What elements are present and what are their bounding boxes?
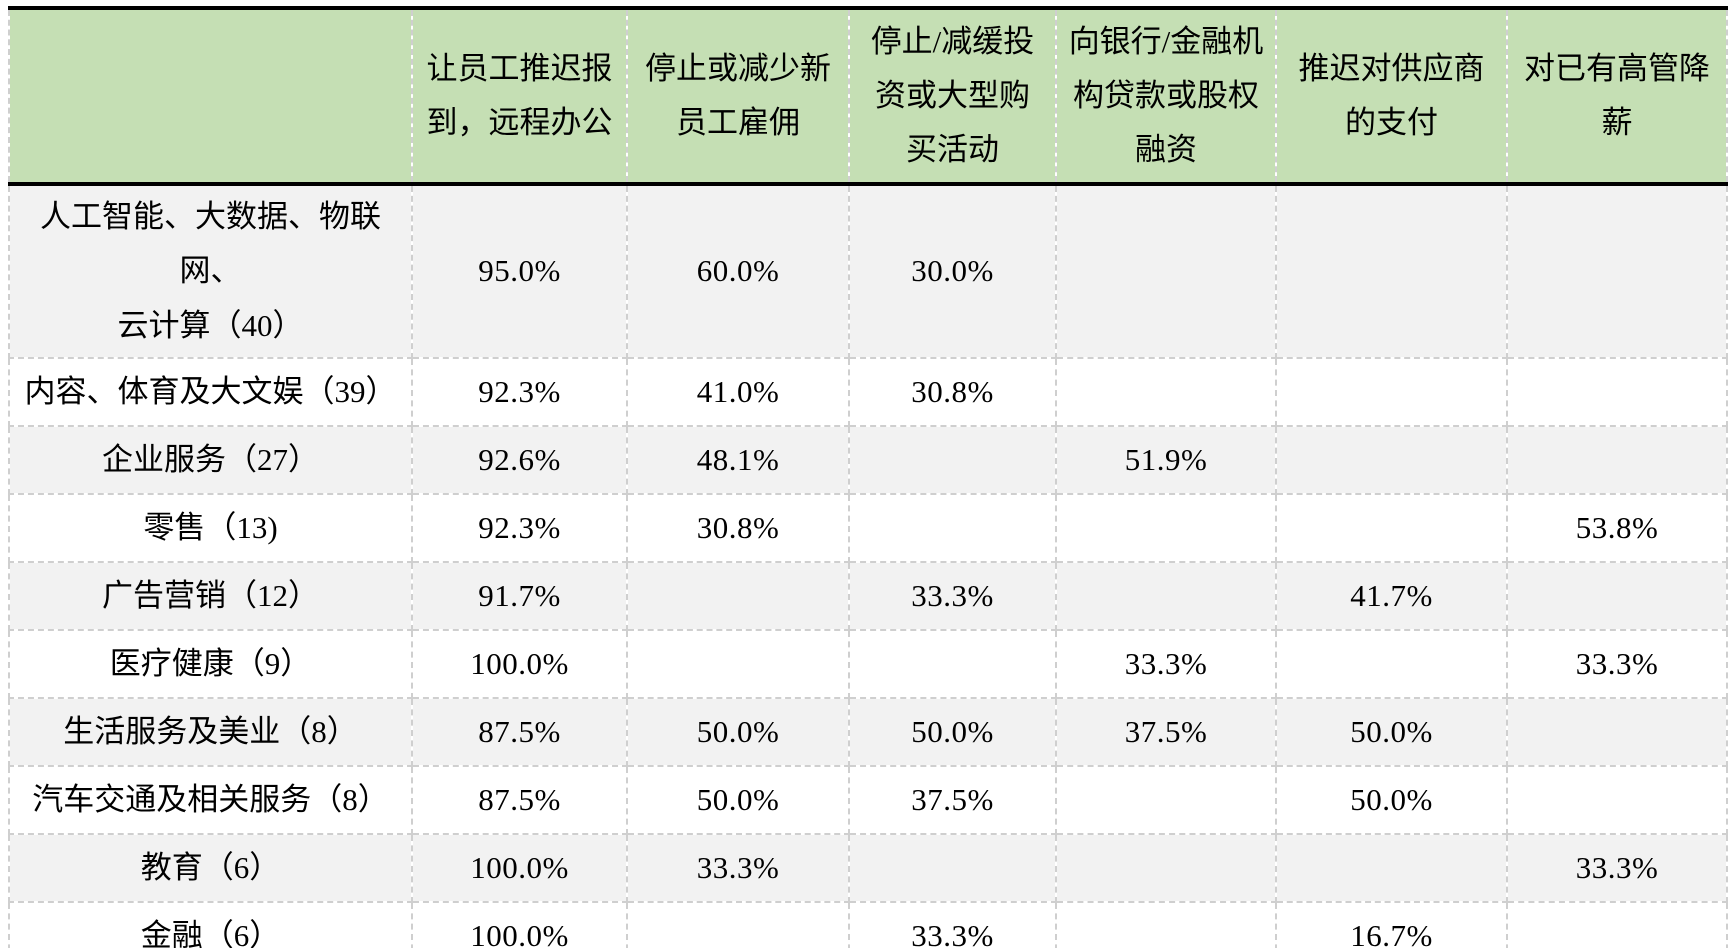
- row-label: 生活服务及美业（8）: [8, 696, 413, 767]
- row-label: 零售（13): [8, 492, 413, 563]
- data-cell: [1275, 628, 1508, 699]
- data-cell: [1055, 900, 1277, 948]
- data-cell: 50.0%: [848, 696, 1057, 767]
- data-cell: 37.5%: [1055, 696, 1277, 767]
- data-cell: 30.8%: [848, 356, 1057, 427]
- data-cell: [848, 424, 1057, 495]
- data-cell: 60.0%: [626, 183, 850, 359]
- data-cell: 50.0%: [1275, 764, 1508, 835]
- data-cell: 30.8%: [626, 492, 850, 563]
- table-row-life-services: 生活服务及美业（8） 87.5% 50.0% 50.0% 37.5% 50.0%: [8, 696, 1728, 767]
- data-cell: 50.0%: [1275, 696, 1508, 767]
- data-cell: 91.7%: [411, 560, 628, 631]
- data-cell: 87.5%: [411, 696, 628, 767]
- data-cell: [626, 560, 850, 631]
- data-cell: [1055, 492, 1277, 563]
- column-header-executive-pay-cut: 对已有高管降 薪: [1506, 8, 1728, 186]
- data-cell: [848, 628, 1057, 699]
- data-cell: 87.5%: [411, 764, 628, 835]
- column-header-delay-supplier-payment: 推迟对供应商 的支付: [1275, 8, 1508, 186]
- table-row-retail: 零售（13) 92.3% 30.8% 53.8%: [8, 492, 1728, 563]
- data-cell: 30.0%: [848, 183, 1057, 359]
- row-label: 企业服务（27）: [8, 424, 413, 495]
- data-cell: [1506, 764, 1728, 835]
- table-row-auto-transport: 汽车交通及相关服务（8） 87.5% 50.0% 37.5% 50.0%: [8, 764, 1728, 835]
- data-cell: [1275, 424, 1508, 495]
- data-cell: [1506, 560, 1728, 631]
- data-cell: [1055, 183, 1277, 359]
- data-cell: [626, 628, 850, 699]
- row-label: 汽车交通及相关服务（8）: [8, 764, 413, 835]
- column-header-defer-onboarding: 让员工推迟报 到，远程办公: [411, 8, 628, 186]
- data-cell: 51.9%: [1055, 424, 1277, 495]
- table-row-enterprise-services: 企业服务（27） 92.6% 48.1% 51.9%: [8, 424, 1728, 495]
- data-cell: 41.7%: [1275, 560, 1508, 631]
- data-cell: 50.0%: [626, 696, 850, 767]
- data-cell: [1506, 356, 1728, 427]
- data-cell: 100.0%: [411, 628, 628, 699]
- column-header-stop-investment: 停止/减缓投 资或大型购 买活动: [848, 8, 1057, 186]
- data-cell: [1275, 356, 1508, 427]
- column-header-stop-hiring: 停止或减少新 员工雇佣: [626, 8, 850, 186]
- data-cell: 37.5%: [848, 764, 1057, 835]
- data-cell: [1506, 696, 1728, 767]
- data-cell: 41.0%: [626, 356, 850, 427]
- data-cell: 33.3%: [848, 900, 1057, 948]
- data-cell: 92.3%: [411, 492, 628, 563]
- column-header-industry: [8, 8, 413, 186]
- data-cell: [1055, 356, 1277, 427]
- row-label: 人工智能、大数据、物联网、 云计算（40）: [8, 183, 413, 359]
- data-cell: [1055, 832, 1277, 903]
- row-label: 内容、体育及大文娱（39）: [8, 356, 413, 427]
- data-cell: [848, 832, 1057, 903]
- data-cell: 48.1%: [626, 424, 850, 495]
- table-row-finance: 金融（6） 100.0% 33.3% 16.7%: [8, 900, 1728, 948]
- data-cell: 16.7%: [1275, 900, 1508, 948]
- data-cell: 33.3%: [848, 560, 1057, 631]
- data-cell: 92.6%: [411, 424, 628, 495]
- data-cell: 50.0%: [626, 764, 850, 835]
- row-label: 医疗健康（9）: [8, 628, 413, 699]
- data-cell: [1506, 183, 1728, 359]
- data-cell: 33.3%: [1506, 628, 1728, 699]
- data-cell: 53.8%: [1506, 492, 1728, 563]
- table-row-education: 教育（6） 100.0% 33.3% 33.3%: [8, 832, 1728, 903]
- row-label: 金融（6）: [8, 900, 413, 948]
- column-header-bank-financing: 向银行/金融机 构贷款或股权 融资: [1055, 8, 1277, 186]
- data-cell: 33.3%: [626, 832, 850, 903]
- data-cell: [1275, 183, 1508, 359]
- data-cell: 100.0%: [411, 832, 628, 903]
- data-cell: [1275, 832, 1508, 903]
- data-cell: 100.0%: [411, 900, 628, 948]
- data-cell: [1506, 900, 1728, 948]
- data-cell: [1275, 492, 1508, 563]
- industry-measures-table: 让员工推迟报 到，远程办公 停止或减少新 员工雇佣 停止/减缓投 资或大型购 买…: [8, 6, 1728, 948]
- data-cell: 92.3%: [411, 356, 628, 427]
- data-cell: 33.3%: [1506, 832, 1728, 903]
- row-label: 广告营销（12）: [8, 560, 413, 631]
- data-cell: 95.0%: [411, 183, 628, 359]
- table-row-healthcare: 医疗健康（9） 100.0% 33.3% 33.3%: [8, 628, 1728, 699]
- table-row-advertising: 广告营销（12） 91.7% 33.3% 41.7%: [8, 560, 1728, 631]
- data-cell: [1055, 764, 1277, 835]
- data-cell: [1055, 560, 1277, 631]
- data-cell: [626, 900, 850, 948]
- data-cell: [848, 492, 1057, 563]
- data-cell: 33.3%: [1055, 628, 1277, 699]
- row-label: 教育（6）: [8, 832, 413, 903]
- table-row-content-sports: 内容、体育及大文娱（39） 92.3% 41.0% 30.8%: [8, 356, 1728, 427]
- table-row-ai-bigdata: 人工智能、大数据、物联网、 云计算（40） 95.0% 60.0% 30.0%: [8, 183, 1728, 359]
- data-cell: [1506, 424, 1728, 495]
- table-header-row: 让员工推迟报 到，远程办公 停止或减少新 员工雇佣 停止/减缓投 资或大型购 买…: [8, 8, 1728, 186]
